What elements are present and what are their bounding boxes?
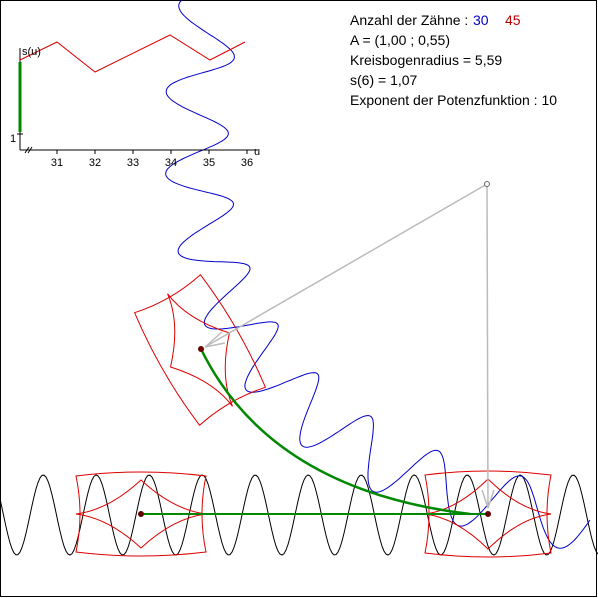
- teeth-blue: 30: [473, 12, 489, 28]
- axis-break: [24, 146, 33, 154]
- gray-arrow: [486, 183, 489, 509]
- x-label: u: [254, 146, 260, 158]
- gray-arrow: [204, 183, 488, 348]
- blue-wave: [165, 0, 591, 549]
- x-tick-label: 36: [241, 157, 253, 169]
- black-wave: [0, 474, 598, 556]
- green-arc: [199, 348, 471, 516]
- center-point: [485, 511, 491, 517]
- teeth-red: 45: [505, 12, 521, 28]
- red-outline: [424, 470, 552, 558]
- x-tick-label: 31: [51, 157, 63, 169]
- arrow-head: [481, 489, 495, 509]
- x-tick-label: 32: [89, 157, 101, 169]
- x-tick-label: 34: [165, 157, 177, 169]
- center-point: [138, 511, 144, 517]
- x-tick-label: 35: [203, 157, 215, 169]
- x-ticks: 31 32 33 34 35 36: [51, 150, 253, 169]
- red-gear: [133, 273, 267, 427]
- arrow-head: [204, 331, 226, 348]
- x-tick-label: 33: [127, 157, 139, 169]
- radius: Kreisbogenradius = 5,59: [350, 52, 502, 68]
- pivot: [484, 181, 490, 187]
- point-a: A = (1,00 ; 0,55): [350, 32, 450, 48]
- red-graph: [19, 34, 246, 73]
- s6: s(6) = 1,07: [350, 72, 418, 88]
- y-label: s(u): [22, 46, 41, 58]
- red-outline: [133, 273, 267, 427]
- curves: [0, 0, 598, 558]
- exponent: Exponent der Potenzfunktion : 10: [350, 92, 557, 108]
- red-gear: [424, 470, 552, 558]
- mini-graph: s(u) 1 u 31 32 33 34 35 36: [10, 34, 260, 169]
- y-tick-label: 1: [10, 133, 16, 145]
- center-point: [198, 346, 204, 352]
- teeth-label: Anzahl der Zähne :: [350, 12, 468, 28]
